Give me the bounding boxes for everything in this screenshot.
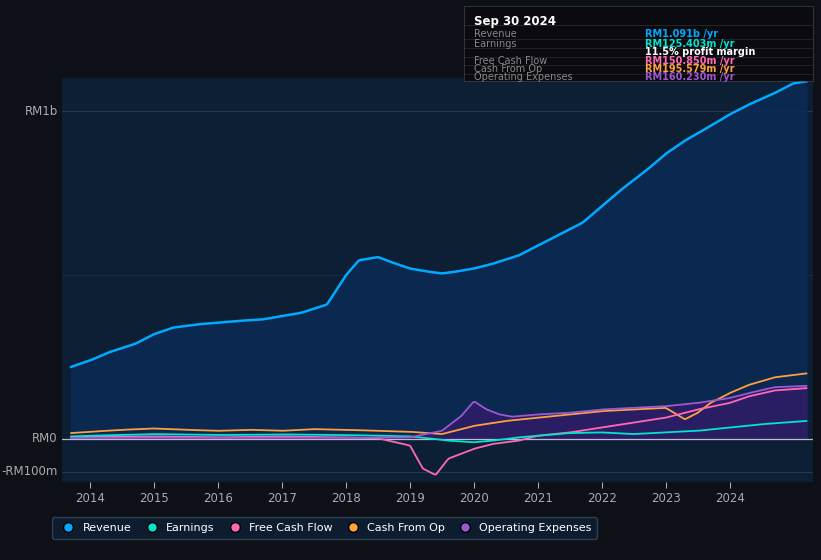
- Text: RM1b: RM1b: [25, 105, 57, 118]
- Text: Sep 30 2024: Sep 30 2024: [475, 15, 557, 27]
- Text: RM195.579m /yr: RM195.579m /yr: [645, 64, 735, 74]
- Text: Free Cash Flow: Free Cash Flow: [475, 56, 548, 66]
- Text: 11.5% profit margin: 11.5% profit margin: [645, 48, 755, 58]
- Text: RM125.403m /yr: RM125.403m /yr: [645, 39, 735, 49]
- Text: RM160.230m /yr: RM160.230m /yr: [645, 72, 735, 82]
- Text: RM1.091b /yr: RM1.091b /yr: [645, 29, 718, 39]
- Text: RM150.850m /yr: RM150.850m /yr: [645, 56, 735, 66]
- Text: Revenue: Revenue: [475, 29, 517, 39]
- Legend: Revenue, Earnings, Free Cash Flow, Cash From Op, Operating Expenses: Revenue, Earnings, Free Cash Flow, Cash …: [52, 517, 598, 539]
- Text: Operating Expenses: Operating Expenses: [475, 72, 573, 82]
- Text: RM0: RM0: [32, 432, 57, 446]
- Text: Earnings: Earnings: [475, 39, 517, 49]
- Text: -RM100m: -RM100m: [2, 465, 57, 478]
- Text: Cash From Op: Cash From Op: [475, 64, 543, 74]
